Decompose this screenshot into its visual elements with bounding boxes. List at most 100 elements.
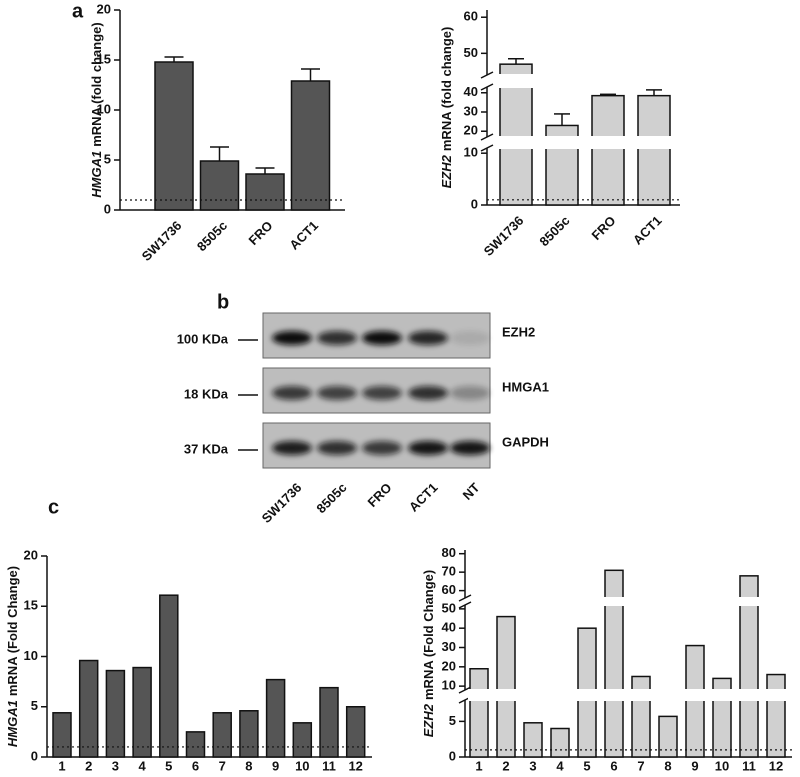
x-tick-label: ACT1	[630, 213, 665, 248]
blot-band	[362, 386, 402, 400]
axis-break	[480, 144, 494, 152]
bar-break	[498, 136, 534, 149]
lane-label: FRO	[365, 480, 395, 510]
bar	[154, 61, 194, 211]
y-tick-label: 10	[442, 678, 456, 693]
y-axis-label-gene: EZH2	[421, 703, 436, 737]
marker-label: 37 KDa	[184, 441, 229, 456]
y-tick-label: 50	[442, 600, 456, 615]
axis-break	[480, 83, 494, 91]
bar	[604, 569, 624, 758]
y-tick-label: 10	[97, 101, 111, 116]
bar-break	[765, 689, 787, 701]
y-tick-label: 5	[449, 713, 456, 728]
axis-break	[480, 133, 494, 141]
y-axis-label-text: mRNA (Fold Change)	[5, 566, 20, 696]
x-tick-label: 6	[610, 758, 617, 772]
y-tick-label: 15	[24, 598, 38, 613]
axis-break	[458, 686, 472, 694]
bar-break	[498, 74, 534, 88]
y-axis-label: EZH2 mRNA (fold change)	[439, 27, 454, 189]
x-tick-label: 3	[529, 758, 536, 772]
y-tick-label: 80	[442, 545, 456, 560]
bar-break	[603, 597, 625, 606]
bar	[52, 712, 72, 758]
y-axis-label-text: mRNA (Fold Change)	[421, 570, 436, 700]
blot-band	[362, 441, 402, 455]
x-tick-label: 12	[769, 758, 783, 772]
axis-break	[458, 601, 472, 609]
x-tick-label: 4	[556, 758, 564, 772]
x-tick-label: 12	[348, 758, 362, 772]
x-tick-label: 3	[112, 758, 119, 772]
protein-label: EZH2	[502, 324, 535, 339]
y-tick-label: 60	[464, 9, 478, 24]
bar-break	[636, 136, 672, 149]
y-tick-label: 0	[104, 201, 111, 216]
bar	[685, 644, 705, 758]
lane-label: ACT1	[406, 480, 441, 515]
y-axis-label-gene: HMGA1	[89, 151, 104, 198]
bar	[469, 668, 489, 758]
axis-break	[480, 71, 494, 79]
y-axis-label-gene: EZH2	[439, 154, 454, 188]
blot-band	[317, 386, 357, 400]
x-tick-label: SW1736	[139, 218, 185, 264]
bar-break	[590, 136, 626, 149]
panel-letter: c	[48, 496, 59, 518]
bar-break	[495, 689, 517, 701]
x-tick-label: 7	[637, 758, 644, 772]
y-tick-label: 70	[442, 564, 456, 579]
y-tick-label: 30	[442, 639, 456, 654]
y-tick-label: 50	[464, 45, 478, 60]
bar-break	[576, 689, 598, 701]
bar	[345, 706, 366, 758]
bar-break	[711, 689, 733, 701]
y-tick-label: 20	[442, 658, 456, 673]
blot-band	[362, 331, 402, 345]
y-tick-label: 0	[31, 748, 38, 763]
y-axis-label: HMGA1 mRNA (fold change)	[89, 22, 104, 197]
bar-break	[684, 689, 706, 701]
y-axis-label-gene: HMGA1	[5, 700, 20, 747]
bar	[132, 666, 152, 758]
x-tick-label: 8	[245, 758, 252, 772]
x-tick-label: 11	[742, 758, 756, 772]
blot-band	[317, 441, 357, 455]
y-axis-label-text: mRNA (fold change)	[439, 27, 454, 151]
x-tick-label: 11	[322, 758, 336, 772]
y-tick-label: 0	[449, 748, 456, 763]
y-tick-label: 20	[24, 547, 38, 562]
y-tick-label: 30	[464, 103, 478, 118]
blot-band	[408, 386, 448, 400]
panel-letter: a	[72, 0, 84, 22]
blot-band	[450, 441, 490, 455]
y-tick-label: 60	[442, 582, 456, 597]
x-tick-label: SW1736	[481, 213, 527, 259]
y-tick-label: 5	[104, 151, 111, 166]
bar	[496, 615, 516, 758]
x-tick-label: 9	[691, 758, 698, 772]
bar-break	[738, 689, 760, 701]
blot-band	[272, 441, 312, 455]
bar	[159, 594, 179, 758]
x-tick-label: 1	[58, 758, 65, 772]
marker-label: 100 KDa	[177, 331, 229, 346]
blot-band	[317, 331, 357, 345]
y-tick-label: 20	[97, 1, 111, 16]
axis-break	[458, 594, 472, 602]
marker-label: 18 KDa	[184, 386, 229, 401]
bar	[637, 94, 671, 206]
blot-band	[450, 386, 490, 400]
x-tick-label: 4	[138, 758, 146, 772]
blot-band	[272, 386, 312, 400]
x-tick-label: 7	[219, 758, 226, 772]
bar	[212, 712, 232, 758]
y-tick-label: 20	[464, 123, 478, 138]
y-tick-label: 5	[31, 698, 38, 713]
bar	[199, 160, 240, 211]
bar	[591, 94, 625, 206]
x-tick-label: 8505c	[536, 213, 572, 249]
lane-label: NT	[460, 480, 483, 503]
